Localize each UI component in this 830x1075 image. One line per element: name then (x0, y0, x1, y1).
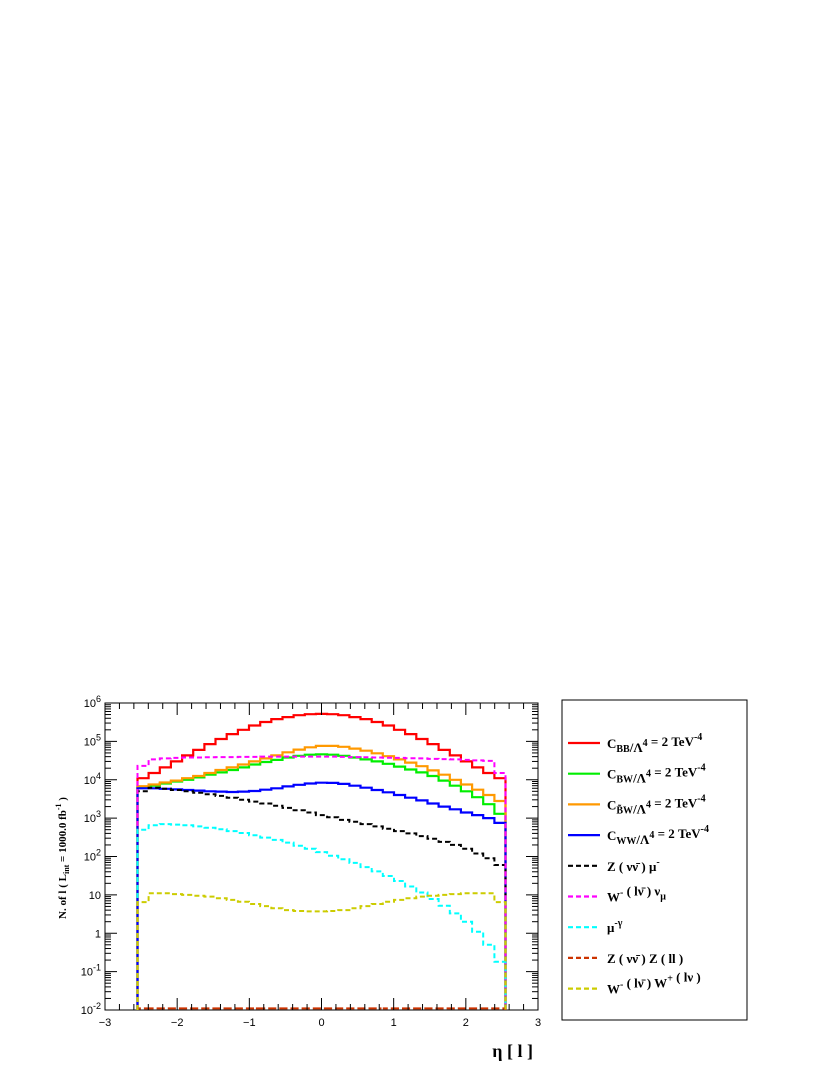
series-line-3 (136, 781, 507, 1010)
x-tick-label: −2 (171, 1017, 184, 1029)
series-line-6 (136, 823, 507, 1010)
y-tick-label: 1 (95, 928, 101, 940)
x-tick-label: 2 (463, 1017, 469, 1029)
legend-label-0: CBB/Λ4 = 2 TeV-4 (607, 732, 702, 755)
y-axis: 10-2 10-1 1 10 102 103 104 105 106 (81, 694, 538, 1017)
y-tick-label: 10-2 (81, 1001, 101, 1017)
y-axis-title-mid: = 1000.0 fb (57, 810, 69, 865)
y-axis-title: N. of l ( Lint = 1000.0 fb-1 ) (54, 797, 71, 919)
series-line-8 (136, 892, 507, 1010)
series-line-1 (136, 753, 507, 1010)
legend-label-6: μ-γ (607, 918, 623, 935)
series-layer (136, 712, 507, 1010)
legend-label-3: CWW/Λ4 = 2 TeV-4 (607, 824, 709, 847)
y-tick-label: 10-1 (81, 963, 101, 979)
y-axis-title-sup: -1 (54, 803, 63, 810)
y-tick-label: 10 (89, 890, 101, 902)
y-axis-title-sub: int (62, 864, 71, 874)
legend-label-5: W- ( lν̄ ) νμ (607, 884, 666, 905)
x-tick-label: 3 (535, 1017, 541, 1029)
legend-box (561, 699, 748, 1021)
plot-frame (104, 702, 539, 1011)
y-tick-label: 102 (84, 848, 101, 864)
legend-label-4: Z ( νν̄ ) μ- (607, 857, 660, 874)
x-tick-label: −1 (243, 1017, 256, 1029)
y-axis-title-end: ) (57, 797, 69, 804)
x-tick-label: 1 (391, 1017, 397, 1029)
legend-label-2: CB̃W/Λ4 = 2 TeV-4 (607, 793, 706, 816)
y-axis-title-prefix: N. of l ( L (57, 874, 69, 919)
y-tick-label: 103 (84, 809, 101, 825)
y-tick-label: 104 (84, 771, 101, 787)
x-tick-label: 0 (318, 1017, 324, 1029)
series-line-2 (136, 744, 507, 1010)
legend-label-7: Z ( νν̄ ) Z ( ll ) (607, 951, 683, 966)
legend-label-8: W- ( lν̄ ) W+ ( lν ) (607, 970, 701, 997)
x-axis: −3 −2 −1 0 1 2 3 (99, 703, 541, 1029)
x-axis-title: η [ l ] (492, 1041, 533, 1061)
series-line-4 (136, 786, 507, 1010)
y-tick-label: 106 (84, 694, 101, 710)
y-tick-label: 105 (84, 732, 101, 748)
series-line-5 (136, 755, 507, 1010)
x-tick-label: −3 (99, 1017, 112, 1029)
legend: CBB/Λ4 = 2 TeV-4 CBW/Λ4 = 2 TeV-4 CB̃W/Λ4 … (568, 732, 709, 997)
legend-label-1: CBW/Λ4 = 2 TeV-4 (607, 763, 706, 786)
